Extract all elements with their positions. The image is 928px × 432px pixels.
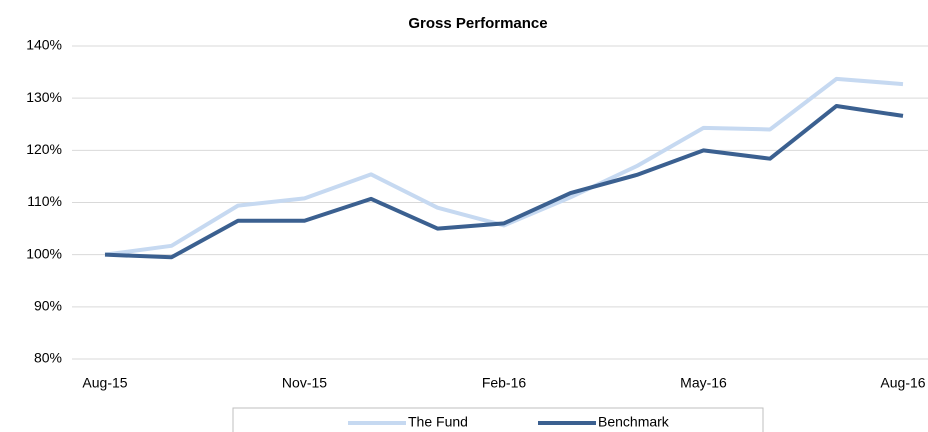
chart-title: Gross Performance <box>408 15 547 32</box>
y-tick-label: 130% <box>26 89 62 105</box>
y-tick-label: 110% <box>27 193 62 209</box>
legend-label: Benchmark <box>598 414 670 430</box>
x-tick-label: Aug-15 <box>82 375 127 391</box>
x-tick-label: Feb-16 <box>482 375 527 391</box>
y-tick-label: 100% <box>26 245 62 261</box>
x-tick-label: Aug-16 <box>880 375 925 391</box>
series-line <box>104 76 904 257</box>
y-tick-label: 140% <box>26 37 62 53</box>
legend-box <box>232 407 764 432</box>
y-tick-label: 80% <box>34 350 62 366</box>
x-tick-label: Nov-15 <box>282 375 327 391</box>
series-line <box>104 103 904 260</box>
legend-label: The Fund <box>408 414 468 430</box>
x-tick-label: May-16 <box>680 375 727 391</box>
y-tick-label: 120% <box>26 141 62 157</box>
y-tick-label: 90% <box>34 298 62 314</box>
